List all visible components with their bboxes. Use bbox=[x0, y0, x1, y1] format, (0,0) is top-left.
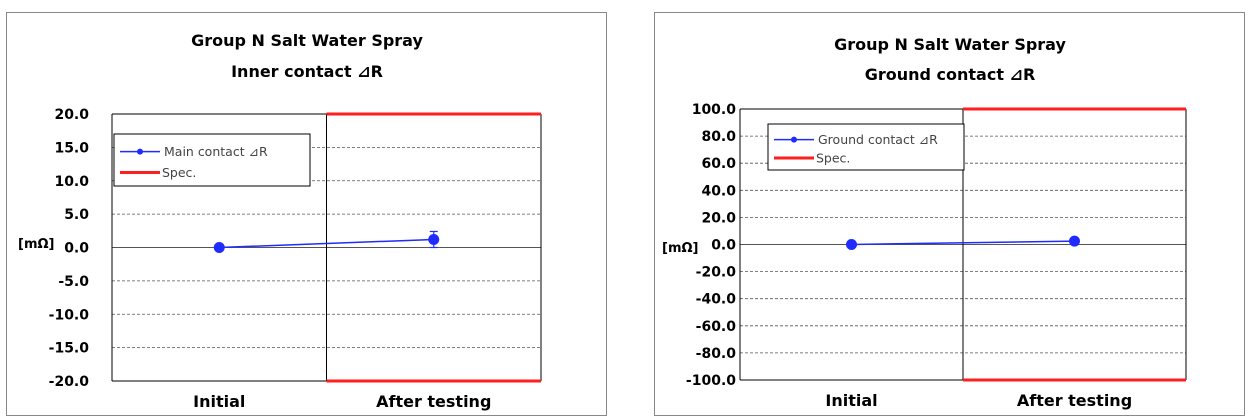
y-tick-label: 100.0 bbox=[692, 102, 737, 118]
y-tick-label: -20.0 bbox=[49, 374, 90, 390]
y-tick-label: -20.0 bbox=[696, 265, 737, 281]
legend-spec-label: Spec. bbox=[816, 151, 850, 166]
inner-contact-chart-panel: Group N Salt Water Spray Inner contact ⊿R… bbox=[6, 12, 608, 416]
x-category-label: Initial bbox=[825, 391, 877, 410]
y-tick-label: 10.0 bbox=[54, 174, 89, 190]
y-tick-label: 0.0 bbox=[64, 241, 89, 257]
y-tick-label: -80.0 bbox=[696, 346, 737, 362]
y-tick-label: 80.0 bbox=[701, 129, 736, 145]
chart-subtitle: Inner contact ⊿R bbox=[231, 62, 383, 81]
y-tick-label: 20.0 bbox=[701, 210, 736, 226]
chart-title: Group N Salt Water Spray bbox=[834, 35, 1066, 54]
y-tick-label: 5.0 bbox=[64, 207, 89, 223]
series-line bbox=[219, 238, 434, 249]
legend-spec-label: Spec. bbox=[162, 165, 196, 180]
y-tick-label: 20.0 bbox=[54, 107, 89, 123]
x-category-label: After testing bbox=[376, 392, 491, 411]
y-tick-label: 15.0 bbox=[54, 140, 89, 156]
ground-contact-chart: Group N Salt Water Spray Ground contact ⊿… bbox=[654, 12, 1245, 416]
chart-title: Group N Salt Water Spray bbox=[191, 31, 423, 50]
data-point bbox=[846, 239, 857, 250]
y-tick-label: -40.0 bbox=[696, 292, 737, 308]
legend-series-marker bbox=[791, 136, 797, 143]
legend-series-marker bbox=[137, 148, 143, 155]
ground-contact-chart-panel: Group N Salt Water Spray Ground contact ⊿… bbox=[654, 12, 1248, 416]
y-tick-label: 60.0 bbox=[701, 156, 736, 172]
y-tick-label: -5.0 bbox=[58, 274, 89, 290]
y-tick-label: -100.0 bbox=[686, 373, 736, 389]
inner-contact-chart: Group N Salt Water Spray Inner contact ⊿R… bbox=[6, 12, 607, 416]
data-point bbox=[428, 233, 440, 245]
x-category-label: Initial bbox=[193, 392, 245, 411]
legend-series-label: Ground contact ⊿R bbox=[818, 132, 938, 147]
y-axis-label: [mΩ] bbox=[18, 237, 54, 252]
y-axis-label: [mΩ] bbox=[662, 241, 698, 256]
y-tick-label: -15.0 bbox=[49, 341, 90, 357]
y-tick-label: -60.0 bbox=[696, 319, 737, 335]
legend-series-label: Main contact ⊿R bbox=[164, 144, 268, 159]
legend-box bbox=[767, 123, 965, 171]
data-point bbox=[1069, 235, 1080, 247]
data-point bbox=[213, 242, 225, 253]
legend-box bbox=[113, 133, 311, 187]
y-tick-label: 40.0 bbox=[701, 183, 736, 199]
chart-frame bbox=[654, 12, 1245, 416]
series-line bbox=[851, 240, 1075, 246]
y-tick-label: -10.0 bbox=[49, 307, 90, 323]
x-category-label: After testing bbox=[1017, 391, 1132, 410]
chart-frame bbox=[6, 12, 607, 416]
chart-subtitle: Ground contact ⊿R bbox=[865, 65, 1036, 84]
y-tick-label: 0.0 bbox=[711, 238, 736, 254]
